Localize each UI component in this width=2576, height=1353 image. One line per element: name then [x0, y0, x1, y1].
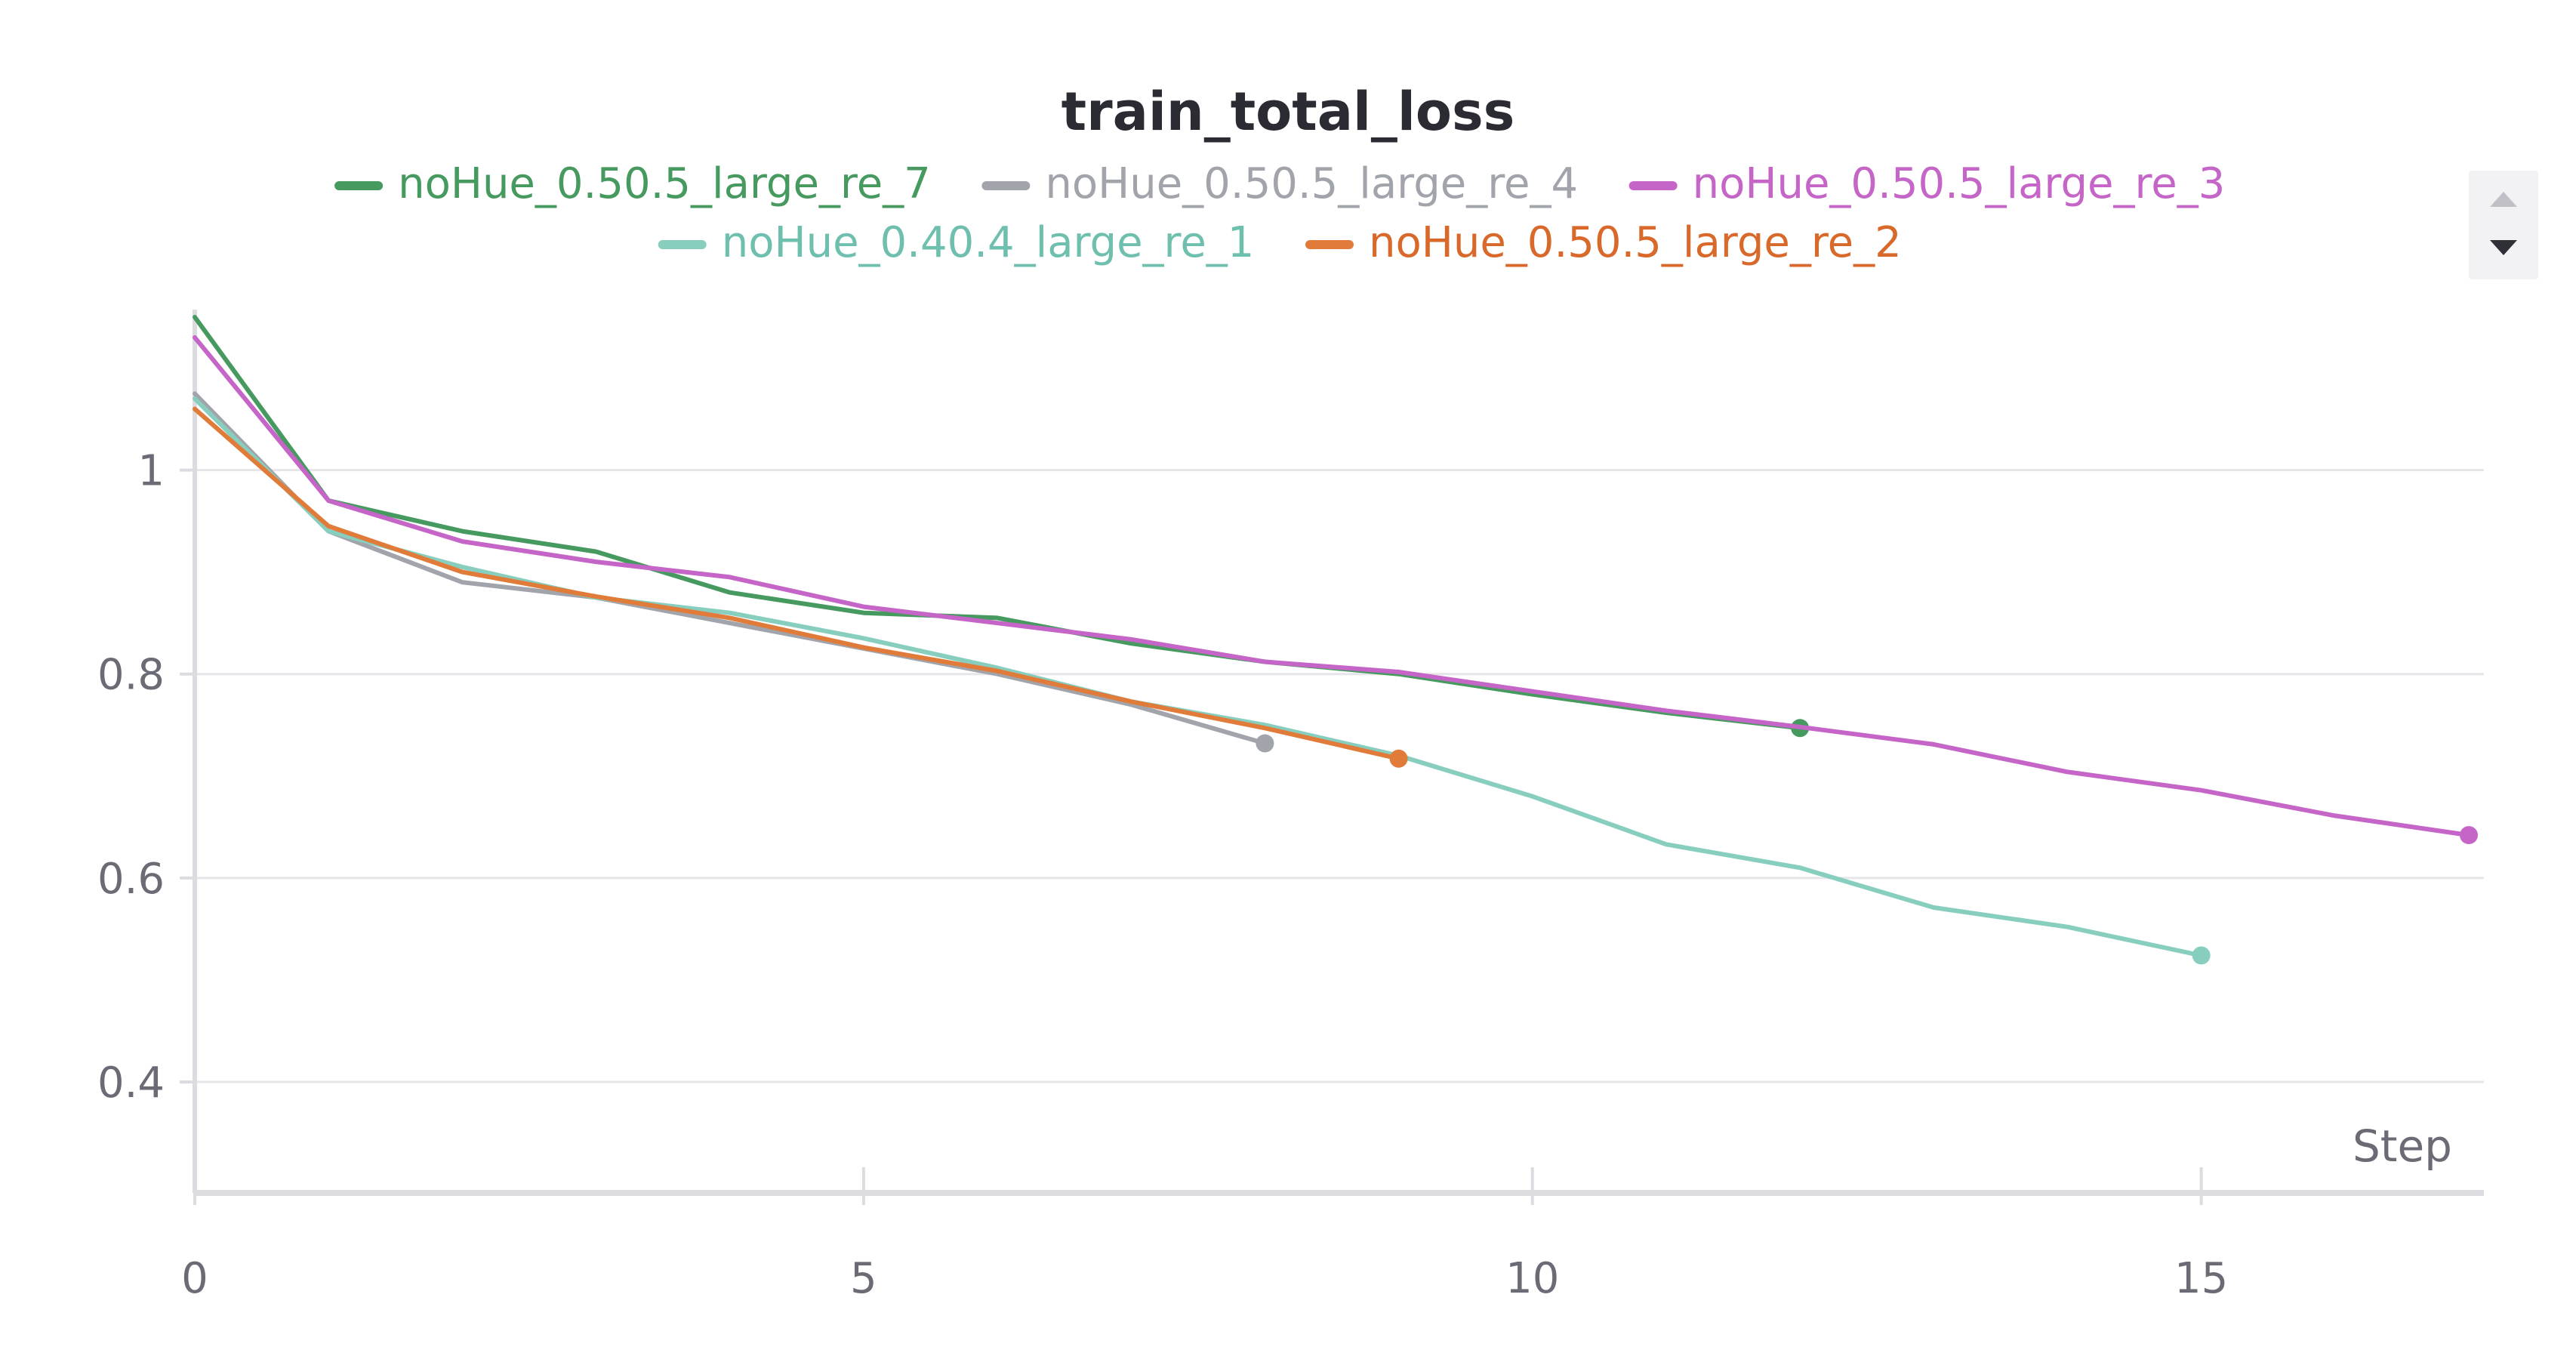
x-tick-label: 0 [181, 1254, 208, 1303]
legend-scroller [2469, 171, 2538, 279]
y-tick-label: 0.8 [97, 651, 165, 700]
legend-label: noHue_0.50.5_large_re_7 [398, 159, 931, 208]
legend: noHue_0.50.5_large_re_7 noHue_0.50.5_larg… [334, 159, 2226, 267]
legend-label: noHue_0.40.4_large_re_1 [722, 218, 1255, 267]
y-tick-label: 0.6 [97, 855, 165, 904]
triangle-down-icon [2490, 240, 2517, 255]
legend-item[interactable]: noHue_0.40.4_large_re_1 [658, 218, 1255, 267]
series-lines [193, 315, 2478, 965]
series-line [193, 335, 2471, 838]
legend-label: noHue_0.50.5_large_re_3 [1693, 159, 2226, 208]
series-line [193, 396, 2204, 958]
legend-scroll-down-button[interactable] [2469, 225, 2538, 270]
legend-item[interactable]: noHue_0.50.5_large_re_4 [981, 159, 1578, 208]
series-endpoint-marker [1389, 749, 1408, 768]
y-tick-label: 0.4 [97, 1059, 165, 1108]
legend-label: noHue_0.50.5_large_re_4 [1045, 159, 1578, 208]
legend-item[interactable]: noHue_0.50.5_large_re_3 [1628, 159, 2226, 208]
series-endpoint-marker [2460, 826, 2478, 845]
x-tick-label: 10 [1505, 1254, 1559, 1303]
series-line [193, 315, 1803, 731]
legend-scroll-up-button[interactable] [2469, 177, 2538, 222]
triangle-up-icon [2490, 192, 2517, 207]
series-endpoint-marker [1256, 734, 1274, 753]
legend-item[interactable]: noHue_0.50.5_large_re_7 [334, 159, 931, 208]
series-line [193, 391, 1268, 746]
axes: 0.40.60.810 5 10 15 [97, 310, 2484, 1303]
x-tick-label: 5 [850, 1254, 877, 1303]
legend-item[interactable]: noHue_0.50.5_large_re_2 [1305, 218, 1902, 267]
series-line [193, 406, 1401, 761]
legend-label: noHue_0.50.5_large_re_2 [1369, 218, 1902, 267]
chart-title: train_total_loss [1062, 81, 1515, 143]
grid-lines [195, 469, 2484, 1083]
y-tick-label: 1 [137, 447, 165, 496]
x-axis-label: Step [2353, 1120, 2452, 1172]
x-tick-label: 15 [2174, 1254, 2228, 1303]
series-endpoint-marker [2192, 946, 2211, 965]
